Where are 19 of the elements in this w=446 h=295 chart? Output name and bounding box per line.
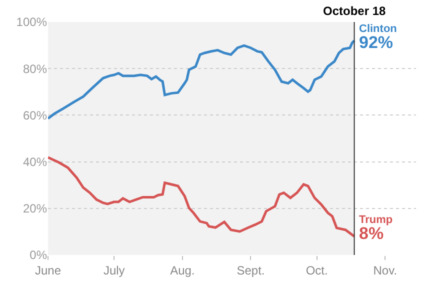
- x-tick-label: July: [103, 263, 125, 278]
- x-tick-label: Nov.: [373, 263, 398, 278]
- annotation: 8%: [359, 224, 384, 243]
- y-tick-label: 20%: [22, 202, 48, 216]
- series-label: Trump: [359, 214, 393, 226]
- annotation: 92%: [359, 33, 394, 52]
- y-tick-label: 40%: [22, 155, 48, 169]
- y-tick-label: 80%: [22, 62, 48, 76]
- series-label: Clinton: [359, 23, 398, 35]
- line-series: [48, 39, 356, 120]
- x-tick-label: Aug.: [170, 263, 195, 278]
- y-tick-label: 60%: [22, 108, 48, 122]
- x-tick-label: Sept.: [236, 263, 265, 278]
- x-tick-label: June: [34, 263, 62, 278]
- y-tick-label: 100%: [16, 15, 48, 30]
- x-tick-label: Oct.: [306, 263, 328, 278]
- y-tick-label: 0%: [30, 248, 48, 262]
- ref-line-label: October 18: [323, 4, 386, 18]
- line-series: [48, 156, 356, 238]
